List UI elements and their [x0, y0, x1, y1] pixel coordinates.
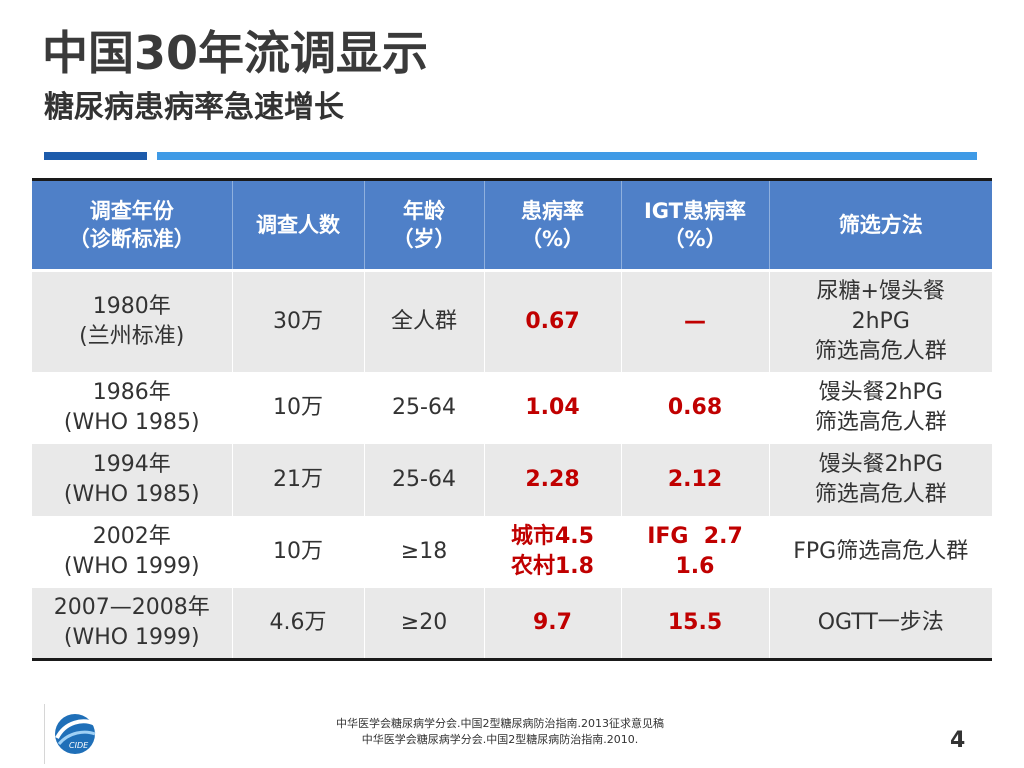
footnote-line: 中华医学会糖尿病学分会.中国2型糖尿病防治指南.2013征求意见稿	[336, 717, 664, 730]
cell-igt: —	[621, 270, 770, 372]
logo-text: CIDE	[69, 741, 89, 750]
cell-line: 筛选高危人群	[814, 409, 947, 435]
cell-line: 1.6	[675, 553, 715, 579]
cell-count: 10万	[232, 515, 365, 588]
cell-age: 25-64	[364, 371, 485, 444]
header-line: （%）	[520, 227, 585, 251]
cide-logo: CIDE	[44, 704, 105, 764]
table-row: 1994年 (WHO 1985) 21万 25-64 2.28 2.12 馒头餐…	[32, 443, 992, 516]
cell-line: 2002年	[92, 523, 171, 549]
footnote: 中华医学会糖尿病学分会.中国2型糖尿病防治指南.2013征求意见稿 中华医学会糖…	[300, 716, 700, 748]
slide-title: 中国30年流调显示	[42, 26, 429, 80]
cell-method: 馒头餐2hPG 筛选高危人群	[769, 443, 992, 516]
cell-prevalence: 城市4.5 农村1.8	[484, 515, 622, 588]
header-line: 调查人数	[256, 212, 340, 237]
cell-method: 尿糖+馒头餐 2hPG 筛选高危人群	[769, 270, 992, 372]
header-sample-size: 调查人数	[232, 179, 365, 272]
cell-line: 0.67	[525, 308, 580, 334]
table-row: 2007—2008年 (WHO 1999) 4.6万 ≥20 9.7 15.5 …	[32, 587, 992, 660]
table-row: 2002年 (WHO 1999) 10万 ≥18 城市4.5 农村1.8 IFG…	[32, 515, 992, 588]
cell-year: 2007—2008年 (WHO 1999)	[32, 587, 233, 660]
cell-line: IFG 2.7	[647, 523, 743, 549]
cell-line: 馒头餐2hPG	[818, 451, 943, 477]
header-survey-year: 调查年份 （诊断标准）	[32, 179, 233, 272]
cell-igt: IFG 2.7 1.6	[621, 515, 770, 588]
cell-prevalence: 2.28	[484, 443, 622, 516]
header-line: （岁）	[392, 227, 456, 251]
cell-line: 9.7	[533, 609, 572, 635]
footnote-line: 中华医学会糖尿病学分会.中国2型糖尿病防治指南.2010.	[361, 732, 639, 746]
header-line: （诊断标准）	[68, 227, 195, 251]
cell-igt: 15.5	[621, 587, 770, 660]
header-line: 筛选方法	[838, 212, 923, 237]
slide-subtitle: 糖尿病患病率急速增长	[44, 90, 344, 125]
header-igt-prevalence: IGT患病率 （%）	[621, 179, 770, 272]
header-screening-method: 筛选方法	[769, 179, 992, 272]
cell-igt: 0.68	[621, 371, 770, 444]
cell-line: (WHO 1985)	[63, 481, 200, 507]
cell-age: 25-64	[364, 443, 485, 516]
title-underline-light	[157, 152, 977, 160]
header-line: 调查年份	[89, 198, 174, 223]
cell-line: (WHO 1999)	[63, 553, 200, 579]
survey-table: 调查年份 （诊断标准） 调查人数 年龄 （岁） 患病率 （%） IGT患病率 （…	[32, 178, 992, 661]
cell-line: 馒头餐2hPG	[818, 379, 943, 405]
header-line: （%）	[663, 227, 727, 251]
cell-method: FPG筛选高危人群	[769, 515, 992, 588]
cell-prevalence: 1.04	[484, 371, 622, 444]
cell-prevalence: 9.7	[484, 587, 622, 660]
cell-line: FPG筛选高危人群	[793, 538, 969, 564]
cell-line: 筛选高危人群	[814, 481, 947, 507]
cell-line: 0.68	[667, 394, 723, 420]
cell-year: 1980年 (兰州标准)	[32, 270, 233, 372]
cell-line: 筛选高危人群	[814, 338, 947, 364]
cell-line: 1980年	[92, 294, 171, 320]
cell-method: 馒头餐2hPG 筛选高危人群	[769, 371, 992, 444]
cell-year: 1986年 (WHO 1985)	[32, 371, 233, 444]
cell-line: 城市4.5	[511, 523, 594, 549]
cell-line: 15.5	[667, 609, 723, 635]
cell-age: ≥20	[364, 587, 485, 660]
cide-logo-icon: CIDE	[55, 714, 96, 754]
title-underline-dark	[44, 152, 147, 160]
cell-age: ≥18	[364, 515, 485, 588]
cell-method: OGTT一步法	[769, 587, 992, 660]
cell-line: 农村1.8	[511, 553, 594, 579]
cell-line: 2.12	[667, 466, 723, 492]
cell-line: OGTT一步法	[817, 609, 944, 635]
cell-line: (WHO 1999)	[63, 624, 200, 650]
table-row: 1986年 (WHO 1985) 10万 25-64 1.04 0.68 馒头餐…	[32, 371, 992, 444]
cell-line: 1.04	[525, 394, 580, 420]
header-age: 年龄 （岁）	[364, 179, 485, 272]
cell-count: 30万	[232, 270, 365, 372]
cell-line: (兰州标准)	[79, 323, 185, 349]
table-header-row: 调查年份 （诊断标准） 调查人数 年龄 （岁） 患病率 （%） IGT患病率 （…	[32, 179, 992, 272]
cell-year: 1994年 (WHO 1985)	[32, 443, 233, 516]
cell-line: 尿糖+馒头餐	[816, 279, 945, 305]
header-prevalence: 患病率 （%）	[484, 179, 622, 272]
cell-line: 1986年	[92, 379, 171, 405]
cell-age: 全人群	[364, 270, 485, 372]
cell-line: 2007—2008年	[53, 595, 210, 621]
cell-igt: 2.12	[621, 443, 770, 516]
cell-prevalence: 0.67	[484, 270, 622, 372]
cell-count: 21万	[232, 443, 365, 516]
header-line: 患病率	[521, 198, 584, 223]
header-line: 年龄	[403, 198, 445, 223]
cell-line: 2hPG	[851, 308, 910, 334]
header-line: IGT患病率	[643, 198, 746, 223]
cell-year: 2002年 (WHO 1999)	[32, 515, 233, 588]
cell-line: 1994年	[92, 451, 171, 477]
page-number: 4	[950, 728, 966, 753]
cell-count: 4.6万	[232, 587, 365, 660]
cell-line: (WHO 1985)	[63, 409, 200, 435]
cell-line: —	[684, 308, 706, 334]
cell-line: 2.28	[525, 466, 580, 492]
table-row: 1980年 (兰州标准) 30万 全人群 0.67 — 尿糖+馒头餐 2hPG …	[32, 270, 992, 372]
cell-count: 10万	[232, 371, 365, 444]
